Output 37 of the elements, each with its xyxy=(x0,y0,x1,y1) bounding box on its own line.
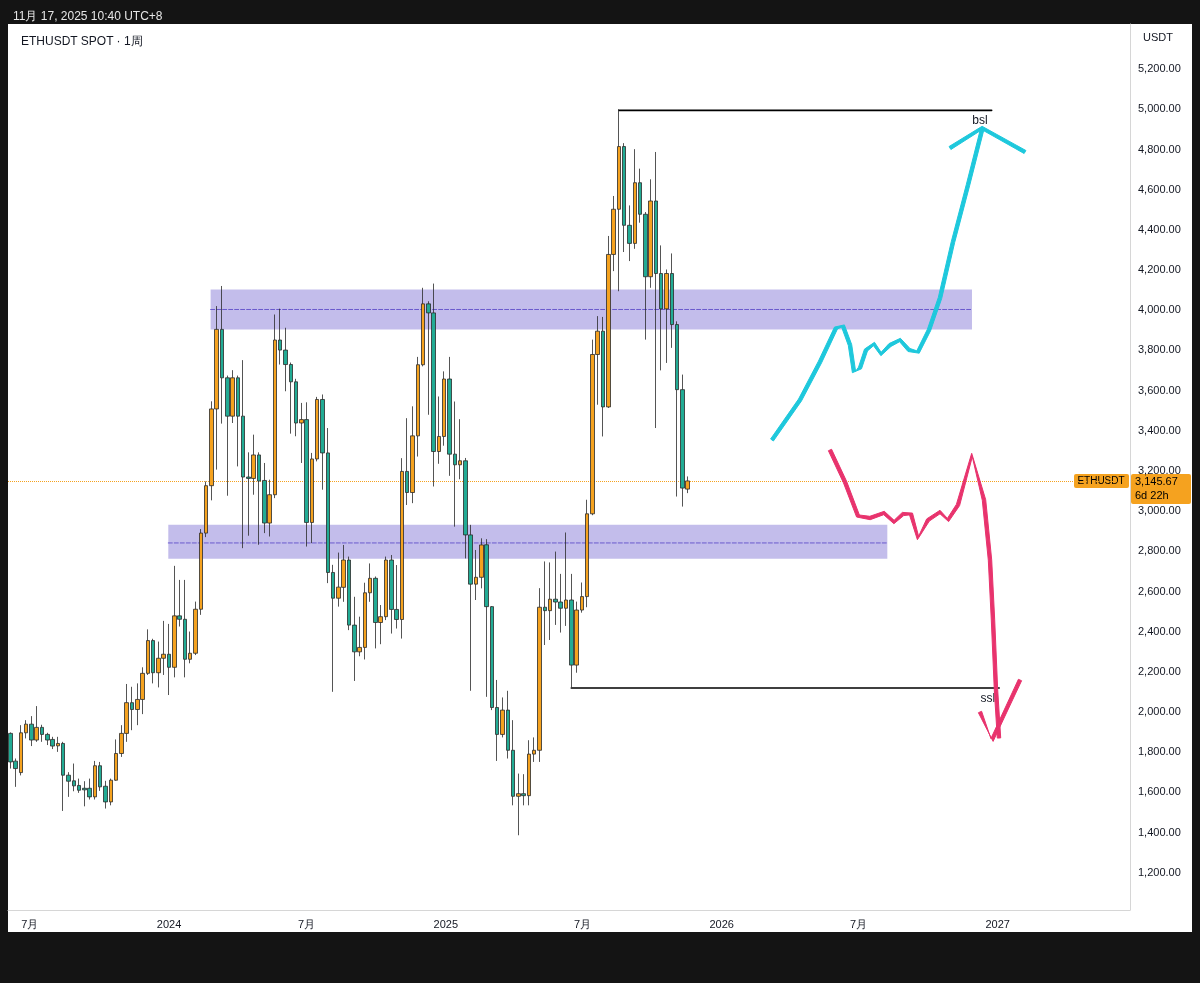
x-tick-label: 7月 xyxy=(850,917,868,930)
x-tick-label: 2025 xyxy=(433,917,458,930)
x-tick-label: 7月 xyxy=(21,917,39,930)
y-tick-label: 3,200.00 xyxy=(1138,464,1181,477)
y-tick-label: 3,800.00 xyxy=(1138,343,1181,356)
x-tick-label: 2027 xyxy=(985,917,1010,930)
y-tick-label: 3,400.00 xyxy=(1138,423,1181,436)
y-tick-label: 2,200.00 xyxy=(1138,664,1181,677)
text: 3,145.67 xyxy=(1135,474,1178,487)
y-tick-label: 4,800.00 xyxy=(1138,142,1181,155)
y-tick-label: 1,200.00 xyxy=(1138,865,1181,878)
annotation: ssl xyxy=(980,691,996,705)
y-tick-label: 1,800.00 xyxy=(1138,745,1181,758)
y-tick-label: 2,800.00 xyxy=(1138,544,1181,557)
x-tick-label: 7月 xyxy=(298,917,316,930)
chart-subtitle: 11月 17, 2025 10:40 UTC+8 xyxy=(13,9,163,23)
y-axis-title: USDT xyxy=(1143,30,1174,43)
text: ETHUSDT SPOT · 1周 xyxy=(21,34,143,48)
y-tick-label: 2,600.00 xyxy=(1138,584,1181,597)
y-tick-label: 1,400.00 xyxy=(1138,825,1181,838)
x-tick-label: 2024 xyxy=(156,917,182,930)
y-tick-label: 2,000.00 xyxy=(1138,705,1181,718)
y-tick-label: 4,600.00 xyxy=(1138,182,1181,195)
y-tick-label: 2,400.00 xyxy=(1138,624,1181,637)
y-tick-label: 4,400.00 xyxy=(1138,222,1181,235)
y-tick-label: 5,200.00 xyxy=(1138,62,1181,75)
y-tick-label: 3,600.00 xyxy=(1138,383,1181,396)
y-tick-label: 4,000.00 xyxy=(1138,303,1181,316)
ref-line-label: ETHUSDT xyxy=(1077,475,1125,487)
x-tick-label: 7月 xyxy=(574,917,592,930)
y-tick-label: 1,600.00 xyxy=(1138,785,1181,798)
y-tick-label: 5,000.00 xyxy=(1138,102,1181,115)
y-tick-label: 4,200.00 xyxy=(1138,263,1181,276)
text: 6d 22h xyxy=(1135,488,1169,501)
y-tick-label: 3,000.00 xyxy=(1138,504,1181,517)
annotation: bsl xyxy=(972,113,988,128)
x-tick-label: 2026 xyxy=(709,917,734,930)
